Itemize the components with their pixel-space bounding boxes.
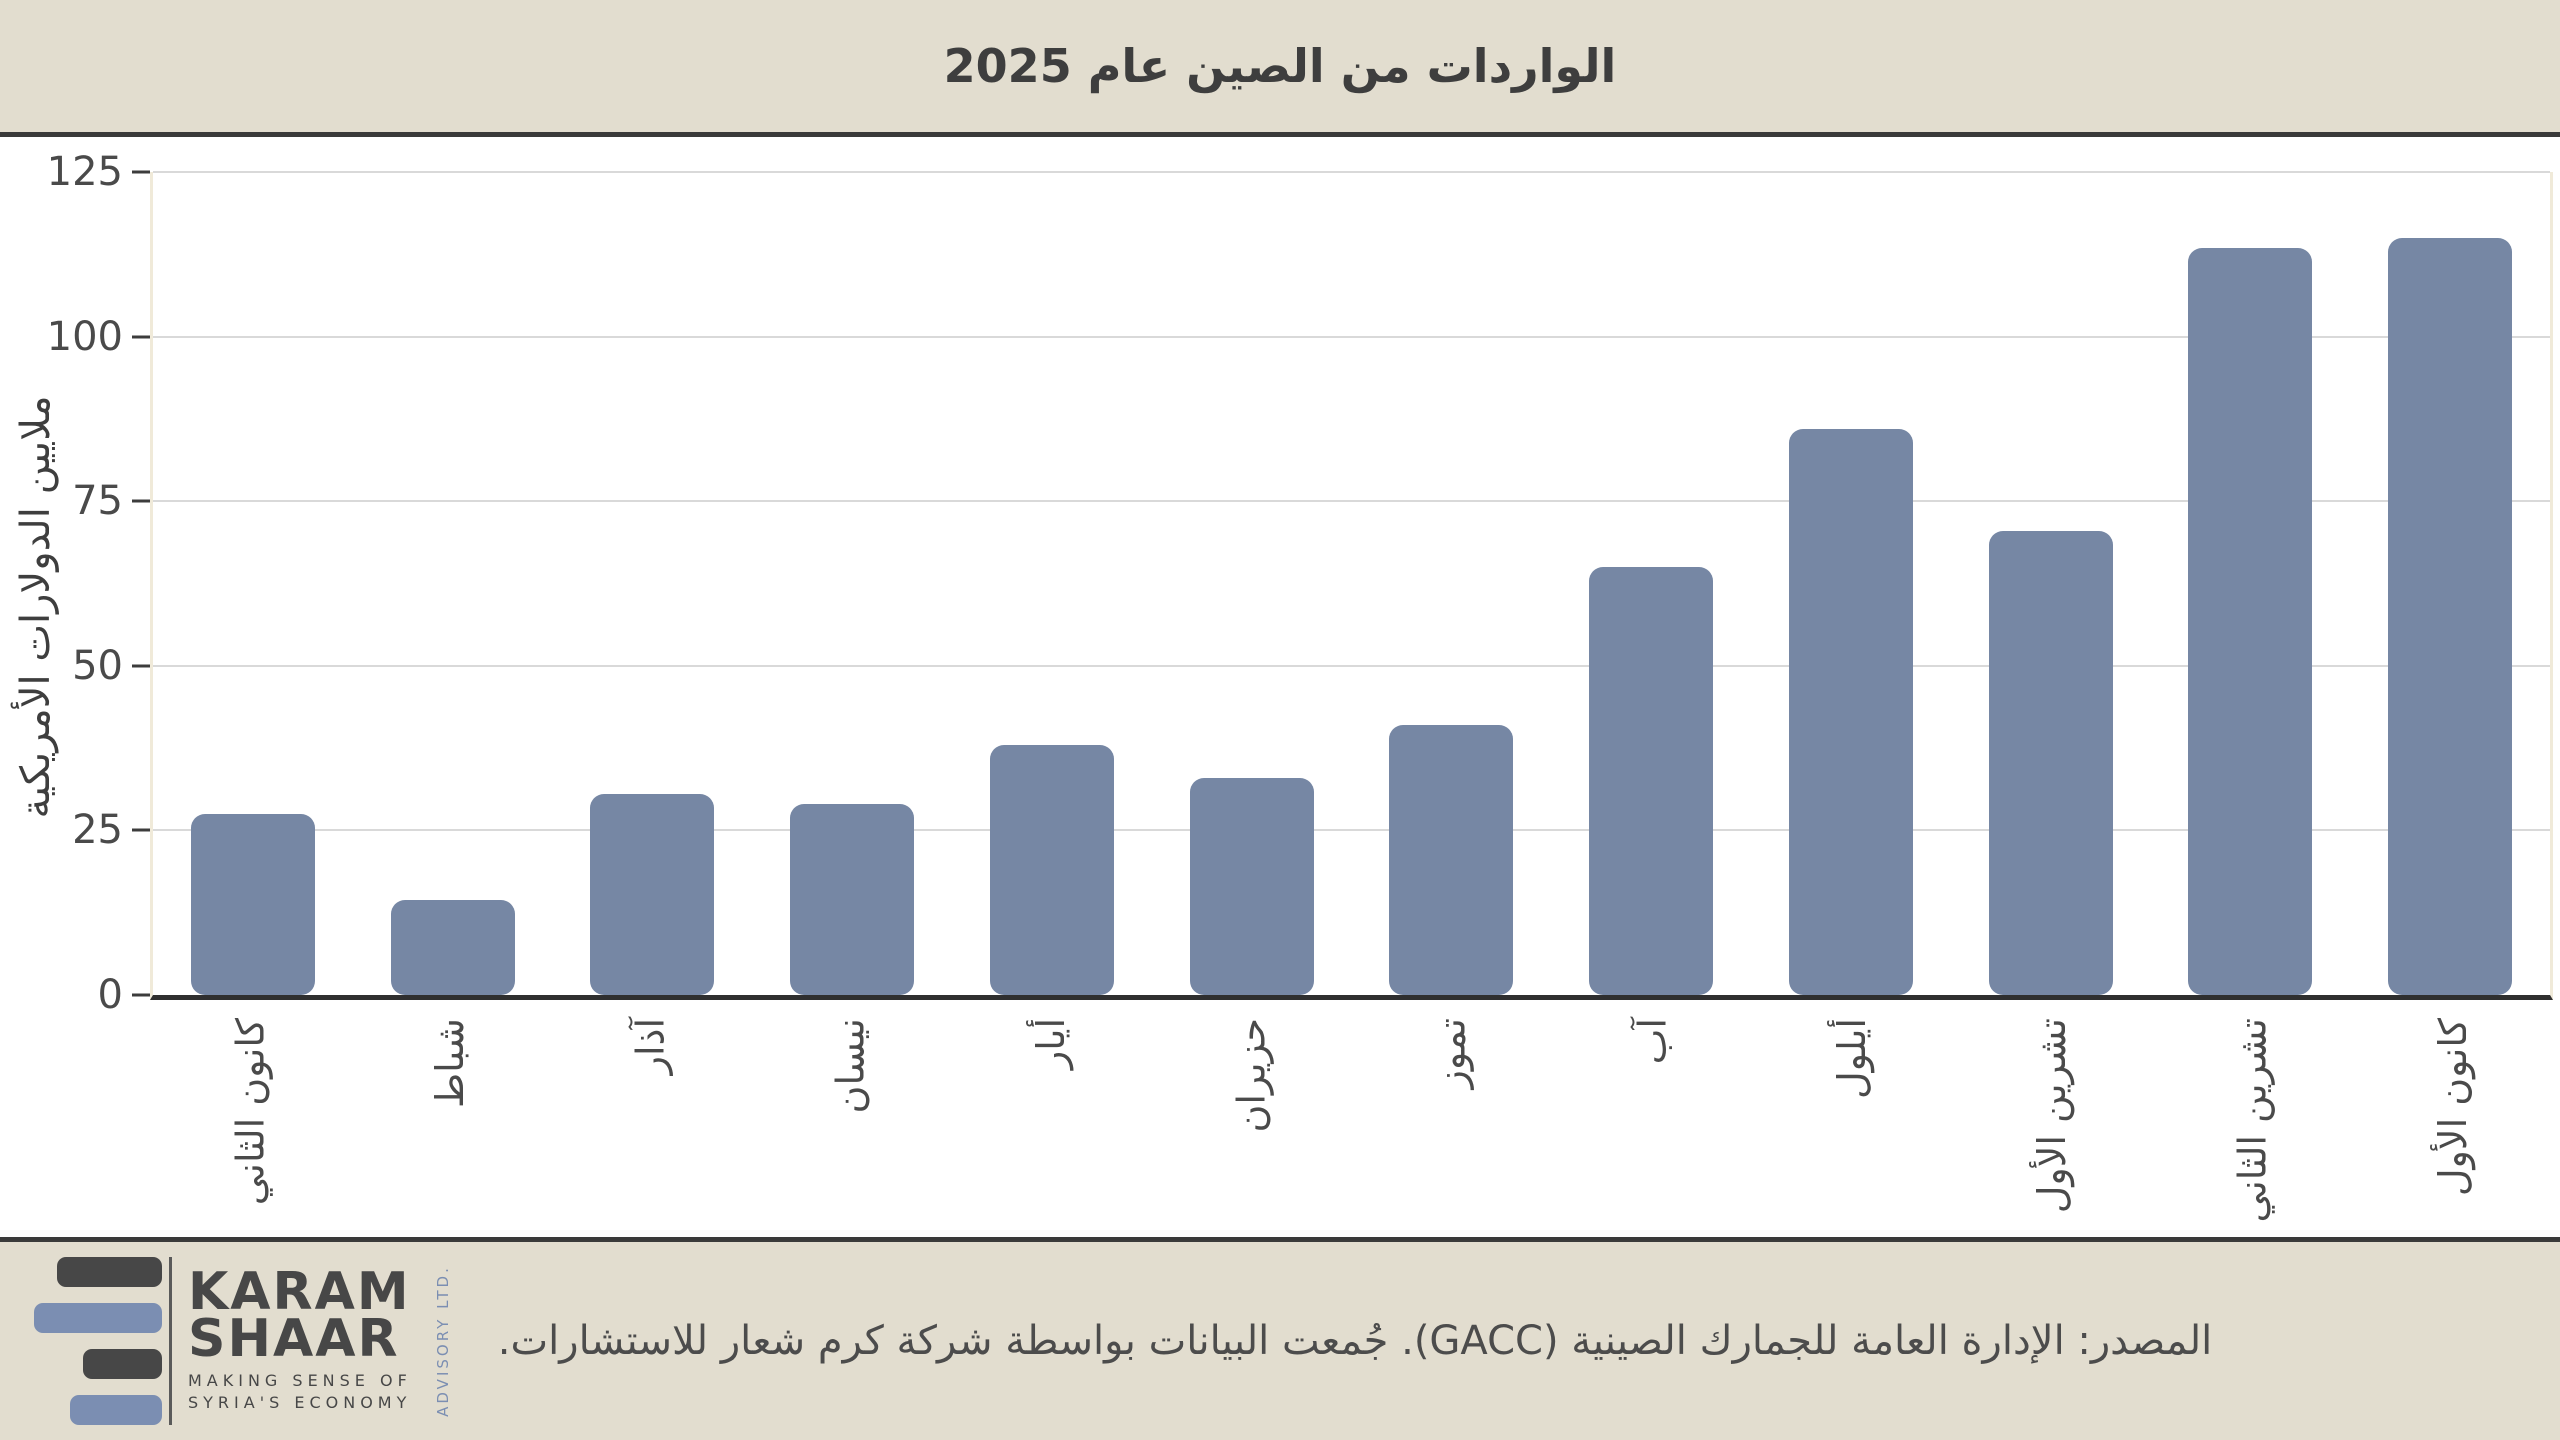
x-label-column: آب <box>1552 1000 1752 1237</box>
x-tick-label: أيلول <box>1830 1018 1875 1099</box>
x-label-column: كانون الثاني <box>150 1000 350 1237</box>
logo-bar-1 <box>57 1257 162 1287</box>
x-label-column: تشرين الثاني <box>2153 1000 2353 1237</box>
logo-tagline: MAKING SENSE OF SYRIA'S ECONOMY <box>188 1370 412 1413</box>
bar-5 <box>989 744 1114 995</box>
bar-1 <box>190 813 315 995</box>
bar-4 <box>790 804 915 995</box>
bar-column <box>553 172 753 995</box>
x-label-column: حزيران <box>1151 1000 1351 1237</box>
logo-tagline-line2: SYRIA'S ECONOMY <box>188 1392 412 1412</box>
bar-column <box>2350 172 2550 995</box>
y-tick-mark <box>132 170 150 174</box>
x-label-column: كانون الأول <box>2353 1000 2553 1237</box>
bar-column <box>353 172 553 995</box>
bar-9 <box>1788 428 1913 995</box>
karam-shaar-logo: KARAM SHAAR MAKING SENSE OF SYRIA'S ECON… <box>34 1256 458 1426</box>
y-tick-label: 0 <box>97 972 123 1018</box>
x-tick-label: أيار <box>1029 1018 1074 1070</box>
logo-bar-3 <box>82 1349 162 1379</box>
bar-column <box>1951 172 2151 995</box>
bar-7 <box>1389 725 1514 995</box>
y-tick-mark <box>132 664 150 668</box>
bar-column <box>752 172 952 995</box>
x-label-column: نيسان <box>751 1000 951 1237</box>
x-tick-label: آب <box>1629 1018 1674 1065</box>
y-tick-label: 25 <box>72 807 123 854</box>
bar-column <box>153 172 353 995</box>
x-label-column: آذار <box>551 1000 751 1237</box>
x-tick-label: كانون الثاني <box>228 1018 273 1206</box>
logo-tagline-line1: MAKING SENSE OF <box>188 1371 412 1391</box>
y-tick-label: 50 <box>72 642 123 689</box>
x-tick-label: نيسان <box>828 1018 873 1114</box>
logo-side-text: ADVISORY LTD. <box>433 1265 452 1417</box>
x-tick-label: تشرين الأول <box>2030 1018 2075 1214</box>
bar-10 <box>1988 530 2113 995</box>
x-tick-label: آذار <box>628 1018 673 1075</box>
header-divider <box>0 132 2560 137</box>
gridline <box>153 500 2550 503</box>
x-axis-labels: كانون الثاني شباط آذار نيسان أيار حزيران تموز آ… <box>150 1000 2553 1237</box>
header: الواردات من الصين عام 2025 <box>0 0 2560 132</box>
y-tick-label: 100 <box>46 313 123 360</box>
chart-title: الواردات من الصين عام 2025 <box>943 39 1617 93</box>
logo-bar-2 <box>34 1303 162 1333</box>
bar-11 <box>2188 247 2313 995</box>
bar-column <box>952 172 1152 995</box>
x-label-column: شباط <box>350 1000 550 1237</box>
logo-word-1: KARAM <box>188 1261 411 1322</box>
x-tick-label: حزيران <box>1229 1018 1274 1133</box>
x-label-column: تموز <box>1352 1000 1552 1237</box>
x-label-column: أيلول <box>1752 1000 1952 1237</box>
gridline <box>153 829 2550 832</box>
bar-column <box>2151 172 2351 995</box>
bar-8 <box>1589 567 1714 995</box>
chart-section: ملايين الدولارات الأمريكية 0 25 50 75 100 125… <box>0 137 2560 1237</box>
bar-6 <box>1189 777 1314 995</box>
bar-3 <box>590 794 715 995</box>
logo-bar-4 <box>69 1395 162 1425</box>
logo-word-2: SHAAR <box>188 1309 400 1370</box>
source-text: المصدر: الإدارة العامة للجمارك الصينية (… <box>497 1318 2213 1364</box>
logo-side-text-wrap: ADVISORY LTD. <box>428 1256 458 1426</box>
bar-12 <box>2388 237 2513 995</box>
y-tick-mark <box>132 335 150 339</box>
x-label-column: أيار <box>951 1000 1151 1237</box>
footer-divider <box>0 1237 2560 1242</box>
bar-column <box>1352 172 1552 995</box>
y-tick-mark <box>132 828 150 832</box>
gridline <box>153 335 2550 338</box>
bar-column <box>1551 172 1751 995</box>
footer: KARAM SHAAR MAKING SENSE OF SYRIA'S ECON… <box>0 1242 2560 1440</box>
logo-bars-icon <box>34 1257 172 1425</box>
gridline <box>153 664 2550 667</box>
x-tick-label: تموز <box>1429 1018 1474 1089</box>
y-tick-mark <box>132 993 150 997</box>
bar-column <box>1751 172 1951 995</box>
y-axis-title: ملايين الدولارات الأمريكية <box>13 395 59 819</box>
logo-text: KARAM SHAAR MAKING SENSE OF SYRIA'S ECON… <box>188 1261 412 1414</box>
y-tick-mark <box>132 499 150 503</box>
y-tick-label: 75 <box>72 478 123 525</box>
bar-column <box>1152 172 1352 995</box>
gridline <box>153 171 2550 173</box>
x-tick-label: تشرين الثاني <box>2230 1018 2275 1223</box>
bars-row <box>153 172 2550 995</box>
x-tick-label: شباط <box>428 1018 473 1109</box>
x-tick-label: كانون الأول <box>2430 1018 2475 1197</box>
y-tick-label: 125 <box>46 149 123 195</box>
plot-area: 0 25 50 75 100 125 <box>47 152 2553 1015</box>
x-label-column: تشرين الأول <box>1952 1000 2152 1237</box>
bar-2 <box>390 899 515 995</box>
